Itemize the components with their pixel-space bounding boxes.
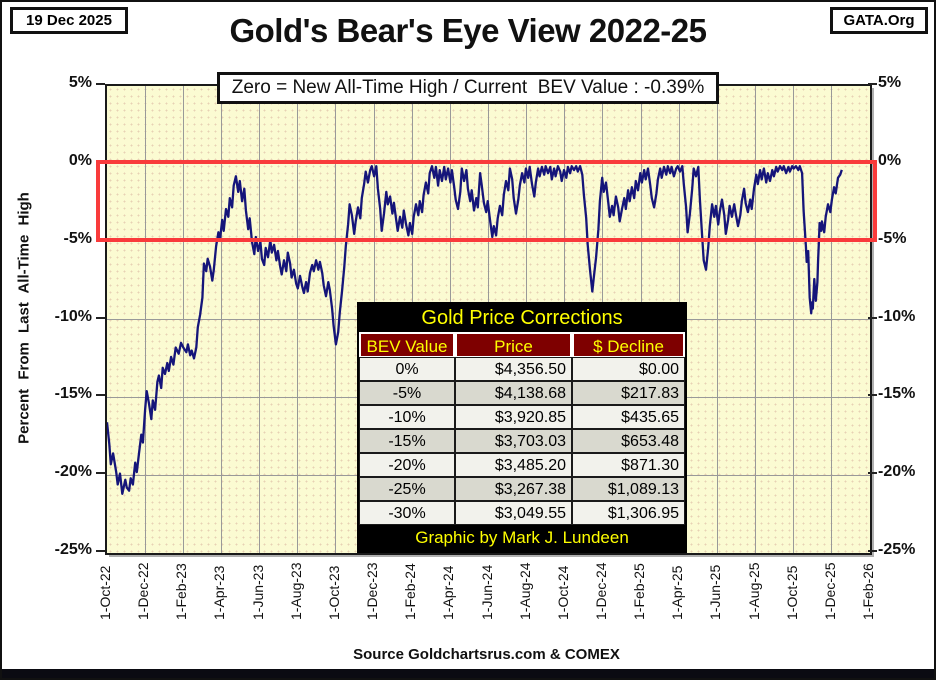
x-tick-label: 1-Jun-25	[707, 564, 724, 620]
table-cell: $217.83	[572, 381, 685, 405]
table-cell: 0%	[359, 357, 455, 381]
y-tickmark-right	[868, 550, 877, 552]
x-tick-label: 1-Feb-25	[631, 563, 648, 620]
h-gridline	[107, 163, 870, 165]
x-tick-label: 1-Oct-22	[97, 565, 113, 620]
table-cell: -10%	[359, 405, 455, 429]
gata-org-text: GATA.Org	[843, 12, 915, 29]
table-cell: -25%	[359, 477, 455, 501]
table-cell: $4,138.68	[455, 381, 572, 405]
gold-price-corrections-table: Gold Price Corrections BEV Value Price $ D…	[357, 302, 687, 553]
y-tick-label-right: -15%	[878, 385, 916, 403]
y-tick-label-left: -20%	[54, 463, 92, 481]
y-tick-label-right: 5%	[878, 74, 902, 91]
table-credit: Graphic by Mark J. Lundeen	[359, 525, 685, 551]
x-tick-label: 1-Aug-24	[516, 562, 533, 620]
x-tick-label: 1-Jun-24	[478, 564, 495, 620]
table-grid: BEV Value Price $ Decline 0% $4,356.50 $0.00 -…	[359, 332, 685, 525]
table-cell: -30%	[359, 501, 455, 525]
table-cell: $1,306.95	[572, 501, 685, 525]
table-cell: $3,049.55	[455, 501, 572, 525]
x-tick-label: 1-Apr-24	[440, 565, 457, 620]
subtitle-box: Zero = New All-Time High / Current BEV V…	[216, 72, 720, 104]
x-tick-label: 1-Jun-23	[249, 564, 266, 620]
y-axis-title: Percent From Last All-Time High	[15, 191, 33, 444]
y-tick-label-left: 0%	[68, 151, 92, 169]
table-cell: $1,089.13	[572, 477, 685, 501]
y-tickmark-right	[868, 316, 877, 319]
table-header-cell: $ Decline	[572, 332, 685, 357]
y-tick-label-left: -5%	[63, 229, 92, 247]
y-tickmark-left	[96, 316, 105, 319]
table-header-cell: BEV Value	[359, 332, 455, 357]
x-tick-label: 1-Feb-24	[402, 563, 419, 620]
gold-bev-line	[107, 165, 843, 495]
y-tick-label-right: -5%	[878, 229, 907, 247]
x-tick-label: 1-Aug-23	[287, 562, 304, 620]
y-tick-label-right: -25%	[878, 541, 916, 558]
y-tick-label-left: -10%	[54, 307, 92, 325]
x-tick-label: 1-Aug-25	[745, 562, 762, 620]
table-title: Gold Price Corrections	[359, 304, 685, 332]
y-tickmark-right	[868, 472, 877, 475]
table-cell: $435.65	[572, 405, 685, 429]
gata-org-badge: GATA.Org	[830, 7, 928, 34]
table-header-cell: Price	[455, 332, 572, 357]
x-tick-label: 1-Feb-26	[860, 563, 876, 620]
x-tick-label: 1-Oct-25	[783, 565, 800, 620]
x-tick-label: 1-Dec-24	[592, 562, 609, 620]
y-tickmark-right	[868, 83, 877, 85]
correction-zone-box	[96, 159, 877, 242]
h-gridline	[107, 241, 870, 243]
table-cell: $3,920.85	[455, 405, 572, 429]
y-tick-label-right: -20%	[878, 463, 916, 481]
y-tick-label-right: 0%	[878, 151, 902, 169]
table-cell: -15%	[359, 429, 455, 453]
table-cell: -20%	[359, 453, 455, 477]
y-tickmark-left	[96, 394, 105, 397]
y-tick-label-left: -25%	[54, 541, 92, 558]
table-cell: $653.48	[572, 429, 685, 453]
table-cell: $871.30	[572, 453, 685, 477]
table-cell: $0.00	[572, 357, 685, 381]
date-badge: 19 Dec 2025	[10, 7, 128, 34]
y-tickmark-left	[96, 472, 105, 475]
x-tick-label: 1-Oct-24	[554, 565, 571, 620]
table-cell: $3,703.03	[455, 429, 572, 453]
x-tick-label: 1-Apr-25	[669, 565, 686, 620]
y-tickmark-left	[96, 550, 105, 552]
x-tick-label: 1-Apr-23	[211, 565, 228, 620]
y-tick-label-left: 5%	[68, 74, 92, 91]
chart-title: Gold's Bear's Eye View 2022-25	[229, 12, 707, 49]
x-tick-label: 1-Dec-22	[135, 562, 152, 620]
y-tick-label-right: -10%	[878, 307, 916, 325]
table-cell: $3,267.38	[455, 477, 572, 501]
table-cell: $4,356.50	[455, 357, 572, 381]
table-cell: -5%	[359, 381, 455, 405]
bottom-bar	[2, 669, 934, 678]
x-tick-label: 1-Dec-23	[364, 562, 381, 620]
x-tick-label: 1-Dec-25	[821, 562, 838, 620]
y-tickmark-right	[868, 394, 877, 397]
bev-line-chart	[107, 165, 843, 495]
source-credit: Source Goldchartsrus.com & COMEX	[353, 646, 620, 663]
x-tick-label: 1-Oct-23	[325, 565, 342, 620]
date-badge-text: 19 Dec 2025	[26, 12, 112, 29]
y-tick-label-left: -15%	[54, 385, 92, 403]
x-tick-label: 1-Feb-23	[173, 563, 190, 620]
table-cell: $3,485.20	[455, 453, 572, 477]
y-tickmark-left	[96, 83, 105, 85]
